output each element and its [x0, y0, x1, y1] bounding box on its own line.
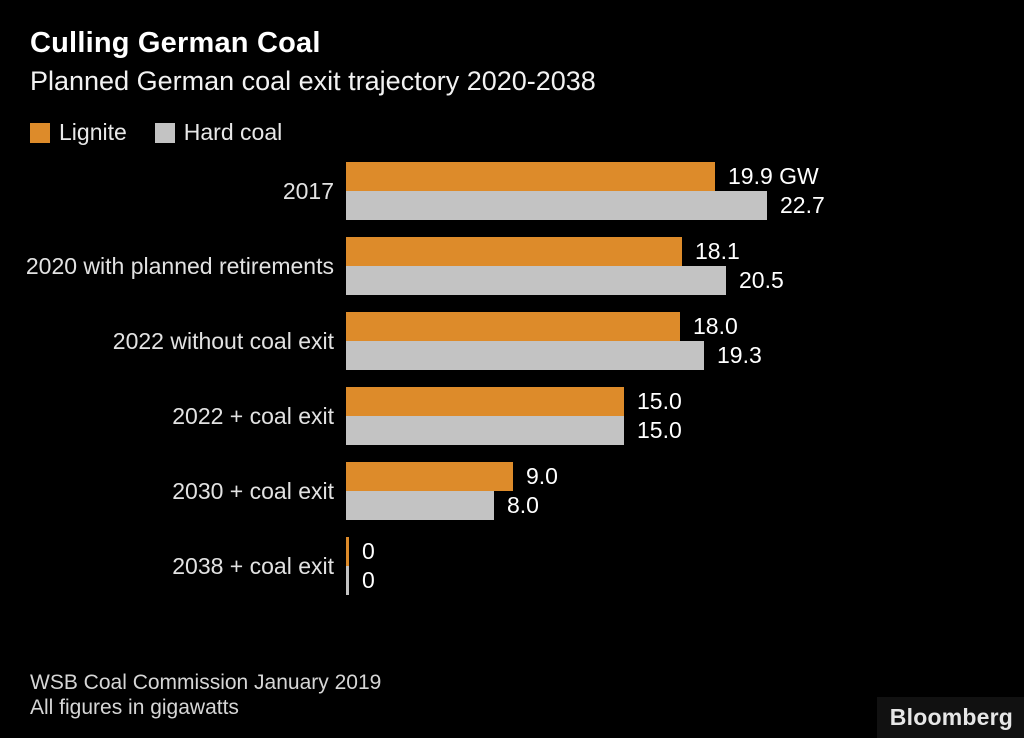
hard-coal-bar [346, 566, 349, 595]
bar-pair: 18.0 19.3 [346, 312, 1024, 370]
bar-line: 19.3 [346, 341, 1024, 370]
hard-coal-bar [346, 266, 726, 295]
bar-line: 8.0 [346, 491, 1024, 520]
bar-value-label: 19.3 [717, 342, 762, 368]
legend-item-hard-coal: Hard coal [154, 119, 283, 146]
bar-value-label: 20.5 [739, 267, 784, 293]
bar-value-label: 0 [362, 538, 375, 564]
category-label: 2020 with planned retirements [25, 252, 334, 279]
bar-value-label: 18.0 [693, 313, 738, 339]
bar-pair: 18.1 20.5 [346, 237, 1024, 295]
category-label: 2022 without coal exit [112, 327, 334, 354]
bar-chart: 2017 19.9 GW 22.7 2020 with planned retirem… [0, 162, 1024, 612]
lignite-bar [346, 237, 682, 266]
chart-footer: WSB Coal Commission January 2019 All fig… [30, 671, 381, 721]
hard-coal-bar [346, 191, 767, 220]
bloomberg-logo: Bloomberg [889, 704, 1013, 730]
bar-pair: 15.0 15.0 [346, 387, 1024, 445]
bar-line: 9.0 [346, 462, 1024, 491]
bar-pair: 19.9 GW 22.7 [346, 162, 1024, 220]
bar-group: 2038 + coal exit 0 0 [0, 537, 1024, 595]
bar-group: 2030 + coal exit 9.0 8.0 [0, 462, 1024, 520]
bar-value-label: 19.9 GW [728, 163, 819, 189]
lignite-bar [346, 387, 624, 416]
bar-line: 20.5 [346, 266, 1024, 295]
lignite-bar [346, 312, 680, 341]
bar-group: 2022 + coal exit 15.0 15.0 [0, 387, 1024, 445]
bar-value-label: 8.0 [507, 492, 539, 518]
bar-line: 18.0 [346, 312, 1024, 341]
bar-value-label: 22.7 [780, 192, 825, 218]
chart-title: Culling German Coal [30, 27, 321, 59]
source-text: WSB Coal Commission January 2019 [30, 671, 382, 694]
chart-legend: Lignite Hard coal [30, 119, 282, 146]
bar-value-label: 15.0 [637, 417, 682, 443]
bar-value-label: 9.0 [526, 463, 558, 489]
bar-group: 2020 with planned retirements 18.1 20.5 [0, 237, 1024, 295]
chart-subtitle: Planned German coal exit trajectory 2020… [30, 65, 596, 96]
category-label: 2017 [282, 177, 334, 204]
hard-coal-bar [346, 416, 624, 445]
bar-line: 0 [346, 537, 1024, 566]
lignite-swatch-icon [30, 122, 50, 143]
lignite-bar [346, 162, 715, 191]
bar-pair: 9.0 8.0 [346, 462, 1024, 520]
bar-group: 2022 without coal exit 18.0 19.3 [0, 312, 1024, 370]
chart-header: Culling German Coal Planned German coal … [30, 27, 596, 97]
lignite-bar [346, 537, 349, 566]
bar-line: 15.0 [346, 416, 1024, 445]
bar-line: 19.9 GW [346, 162, 1024, 191]
note-text: All figures in gigawatts [30, 695, 239, 719]
category-label: 2038 + coal exit [172, 552, 334, 579]
hard-coal-bar [346, 341, 704, 370]
bar-line: 22.7 [346, 191, 1024, 220]
legend-label-lignite: Lignite [59, 119, 127, 145]
bar-line: 18.1 [346, 237, 1024, 266]
lignite-bar [346, 462, 513, 491]
legend-item-lignite: Lignite [30, 119, 127, 146]
bar-line: 15.0 [346, 387, 1024, 416]
category-label: 2022 + coal exit [172, 402, 334, 429]
bar-value-label: 15.0 [637, 388, 682, 414]
bar-group: 2017 19.9 GW 22.7 [0, 162, 1024, 220]
bar-value-label: 0 [362, 567, 375, 593]
category-label: 2030 + coal exit [172, 477, 334, 504]
bar-line: 0 [346, 566, 1024, 595]
brand-box: Bloomberg [877, 697, 1024, 738]
hard-coal-bar [346, 491, 494, 520]
bar-value-label: 18.1 [695, 238, 740, 264]
legend-label-hard-coal: Hard coal [183, 119, 283, 145]
hard-coal-swatch-icon [154, 122, 175, 143]
